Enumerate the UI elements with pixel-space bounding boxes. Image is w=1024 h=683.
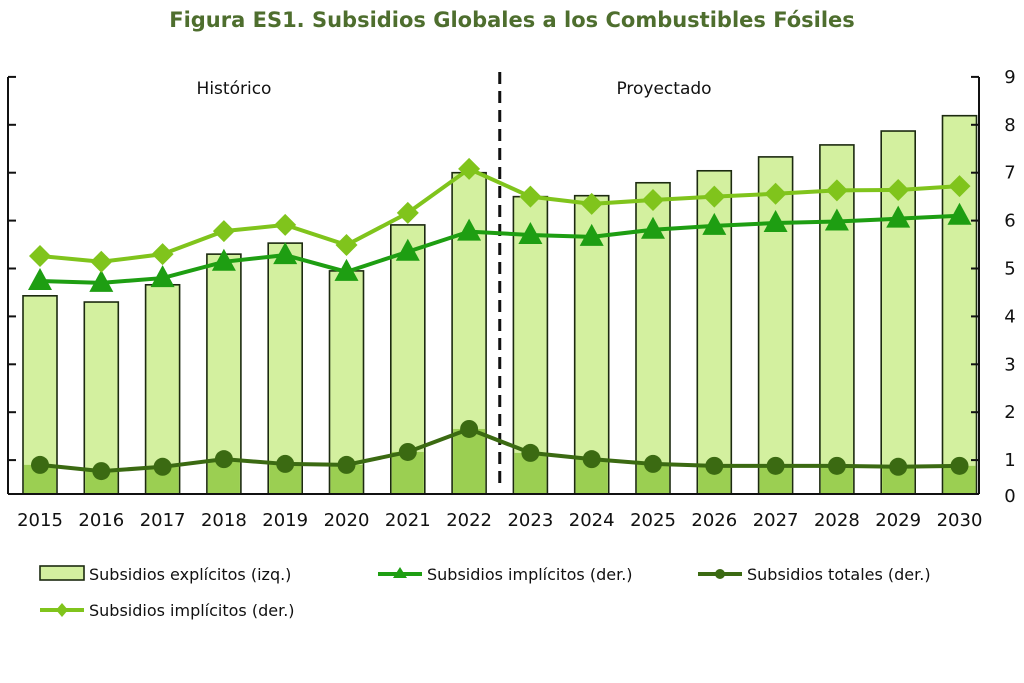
implicitos-triangle-point-2018 <box>211 248 236 271</box>
implicitos-diamond-point-2022 <box>458 157 481 180</box>
totales-point-2020 <box>337 455 356 474</box>
y-tick-label-7: 7 <box>1004 163 1015 184</box>
region-label-historical: Histórico <box>197 79 272 99</box>
totales-point-2016 <box>92 462 111 481</box>
implicitos-diamond-point-2027 <box>764 182 787 205</box>
implicitos-diamond-point-2025 <box>642 189 664 212</box>
x-tick-label-2017: 2017 <box>140 510 186 531</box>
implicitos-triangle-point-2024 <box>579 223 604 246</box>
implicitos-diamond-point-2029 <box>887 178 910 201</box>
implicitos-diamond-point-2019 <box>274 213 297 236</box>
x-tick-label-2027: 2027 <box>753 510 799 531</box>
totales-point-2030 <box>950 456 969 475</box>
legend-explicitos-swatch <box>39 565 85 581</box>
totales-point-2021 <box>398 442 417 461</box>
x-tick-label-2026: 2026 <box>691 510 737 531</box>
implicitos-triangle-point-2022 <box>457 218 482 241</box>
implicitos-diamond-point-2026 <box>703 185 726 208</box>
totales-point-2024 <box>582 450 601 469</box>
y-tick-label-0: 0 <box>1004 486 1015 507</box>
y-tick-label-8: 8 <box>1004 115 1015 136</box>
x-tick-label-2029: 2029 <box>875 510 921 531</box>
bar-2016 <box>83 301 120 495</box>
x-tick-label-2021: 2021 <box>385 510 431 531</box>
implicitos-triangle-point-2020 <box>334 258 359 281</box>
x-tick-label-2025: 2025 <box>630 510 676 531</box>
bar-2028 <box>819 144 855 495</box>
implicitos-diamond-point-2017 <box>151 243 174 266</box>
y-tick-label-4: 4 <box>1004 306 1015 327</box>
implicitos-diamond-point-2028 <box>825 179 848 202</box>
implicitos-diamond-point-2020 <box>335 234 358 257</box>
totales-point-2017 <box>153 457 172 476</box>
legend-totales-swatch-marker <box>715 569 725 579</box>
totales-point-2029 <box>889 457 908 476</box>
y-tick-label-9: 9 <box>1004 67 1015 88</box>
implicitos-triangle-point-2025 <box>641 216 665 239</box>
inner-bar-2016 <box>85 471 118 494</box>
implicitos-triangle-point-2026 <box>702 212 727 235</box>
implicitos-diamond-point-2021 <box>396 201 419 224</box>
totales-point-2018 <box>214 450 233 469</box>
totales-point-2015 <box>31 455 49 474</box>
implicitos-triangle-point-2028 <box>824 208 849 231</box>
implicitos-diamond-point-2023 <box>519 185 542 208</box>
totales-point-2027 <box>766 456 785 475</box>
x-tick-label-2018: 2018 <box>201 510 247 531</box>
implicitos-diamond-line <box>39 166 960 264</box>
implicitos-triangle-point-2023 <box>518 221 543 244</box>
legend-implicitos-diamond-swatch-marker <box>56 603 68 617</box>
totales-line <box>39 426 960 474</box>
x-tick-label-2015: 2015 <box>17 510 63 531</box>
inner-bar-2022 <box>453 428 486 494</box>
implicitos-triangle-point-2015 <box>28 267 52 290</box>
legend-implicitos-diamond-label: Subsidios implícitos (der.) <box>89 601 295 620</box>
implicitos-diamond-point-2015 <box>29 245 51 268</box>
x-tick-label-2022: 2022 <box>446 510 492 531</box>
y-tick-label-6: 6 <box>1004 211 1015 232</box>
x-tick-label-2030: 2030 <box>937 510 983 531</box>
chart-title: Figura ES1. Subsidios Globales a los Com… <box>169 8 855 32</box>
x-tick-label-2023: 2023 <box>507 510 553 531</box>
implicitos-triangle-point-2029 <box>886 205 911 228</box>
legend-totales-label: Subsidios totales (der.) <box>747 565 931 584</box>
x-tick-label-2020: 2020 <box>324 510 370 531</box>
implicitos-triangle-point-2027 <box>763 209 788 232</box>
implicitos-triangle-line <box>39 213 960 285</box>
implicitos-triangle-point-2017 <box>150 265 175 288</box>
totales-point-2019 <box>276 454 295 473</box>
y-tick-label-2: 2 <box>1004 402 1015 423</box>
y-tick-label-1: 1 <box>1004 450 1015 471</box>
implicitos-diamond-point-2018 <box>212 220 235 243</box>
totales-point-2025 <box>644 454 662 473</box>
legend-explicitos-label: Subsidios explícitos (izq.) <box>89 565 291 584</box>
y-tick-label-5: 5 <box>1004 259 1015 280</box>
region-label-projected: Proyectado <box>616 79 711 99</box>
x-tick-label-2028: 2028 <box>814 510 860 531</box>
implicitos-diamond-point-2016 <box>90 250 113 273</box>
implicitos-diamond-point-2024 <box>580 192 603 215</box>
implicitos-triangle-point-2016 <box>89 269 114 292</box>
bar-2027 <box>757 156 794 495</box>
x-tick-label-2019: 2019 <box>262 510 308 531</box>
implicitos-diamond-point-2030 <box>948 175 971 198</box>
totales-point-2022 <box>460 419 479 438</box>
totales-point-2026 <box>705 456 724 475</box>
x-tick-label-2016: 2016 <box>78 510 124 531</box>
totales-point-2028 <box>827 456 846 475</box>
totales-point-2023 <box>521 443 540 462</box>
implicitos-triangle-point-2021 <box>395 238 420 261</box>
x-tick-label-2024: 2024 <box>569 510 615 531</box>
legend-implicitos-triangle-label: Subsidios implícitos (der.) <box>427 565 633 584</box>
y-tick-label-3: 3 <box>1004 354 1015 375</box>
legend-implicitos-triangle-swatch-marker <box>393 567 407 578</box>
implicitos-triangle-point-2019 <box>273 242 298 265</box>
implicitos-triangle-point-2030 <box>947 202 972 225</box>
